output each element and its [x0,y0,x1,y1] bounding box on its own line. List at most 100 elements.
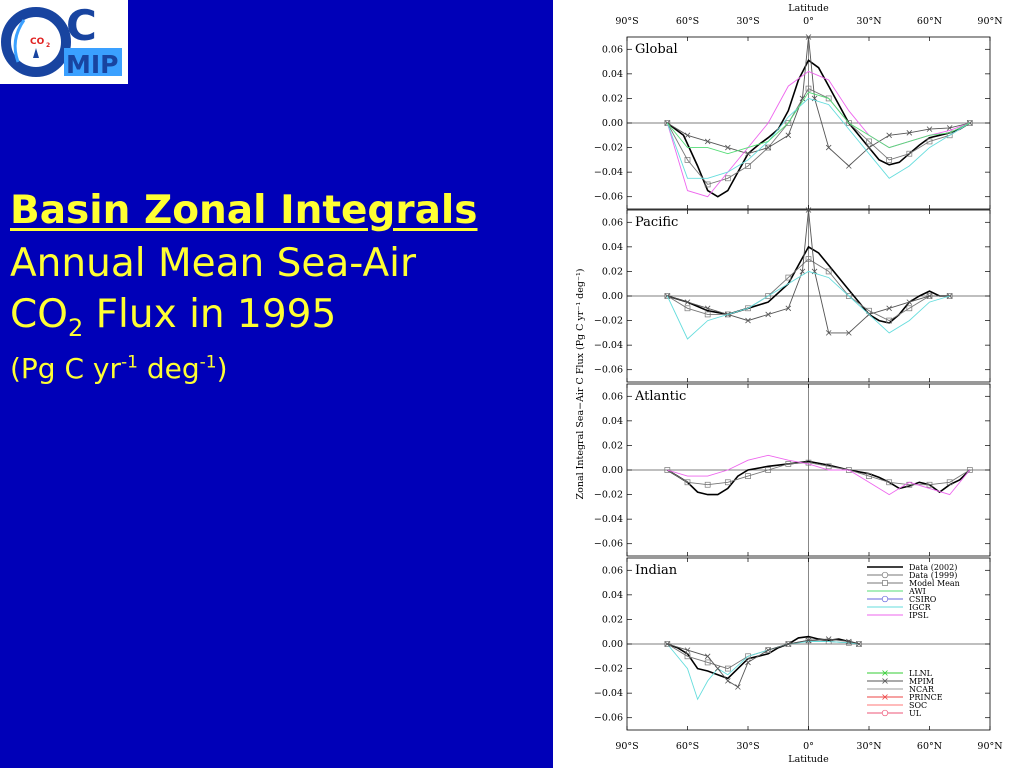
data-point [966,467,973,473]
legend-item: SOC [867,701,927,710]
y-tick-label: 0.00 [602,465,623,476]
units-open: (Pg C yr [10,351,122,385]
legend-label: MPIM [909,677,934,686]
y-tick-label: 0.04 [602,69,623,80]
y-tick-label: −0.06 [594,365,623,376]
data-point [799,95,806,102]
data-point [825,144,832,151]
panel-title: Pacific [635,215,678,230]
data-point [724,311,731,318]
data-point [805,34,812,40]
series-line-ipsl [667,454,971,496]
data-point [856,641,862,647]
data-point [946,479,953,486]
data-point [886,157,893,163]
legend-item: MPIM [867,677,934,686]
legend-label: AWI [908,587,926,596]
y-tick-label: 0.04 [602,416,623,427]
y-tick-label: −0.02 [594,316,623,327]
y-tick-label: −0.06 [594,192,623,203]
logo-co2-sub: 2 [46,42,50,49]
slide-title-block: Basin Zonal Integrals Annual Mean Sea-Ai… [10,188,478,385]
data-point [825,330,832,336]
data-point [825,95,832,102]
legend-label: PRINCE [909,693,943,702]
y-tick-label: −0.02 [594,490,623,501]
data-point [664,641,671,647]
data-point [845,293,852,299]
data-point [967,120,973,126]
y-tick-label: −0.04 [594,340,623,351]
series-line-mpim [667,36,970,167]
bottom-x-tick-label: 90°N [977,741,1002,752]
data-point [846,330,852,336]
legend-label: UL [909,709,922,718]
bottom-x-tick-label: 30°S [736,741,759,752]
top-x-tick-label: 0° [803,16,814,27]
y-tick-label: 0.02 [602,266,623,277]
logo-co2-text: CO [30,37,45,47]
series-line-model-mean [667,462,971,486]
legend-label: LLNL [909,669,933,678]
slide-heading: Basin Zonal Integrals [10,188,478,233]
legend-label: IPSL [909,611,929,620]
data-point [765,647,772,653]
panel-global: 0.06 0.04 0.02 0.00 −0.02 −0.04 −0.06 Global [594,34,991,210]
data-point [825,636,832,642]
y-tick-label: −0.04 [594,167,623,178]
data-point [765,144,771,151]
data-point [926,126,933,132]
data-point [846,163,852,169]
legend-item: AWI [867,587,926,596]
data-point [704,311,711,318]
legend-marker [882,678,888,684]
panel-title: Global [635,42,678,57]
data-point [785,132,792,139]
co2-text: CO [10,292,68,337]
data-point [684,157,691,163]
data-point [735,684,741,690]
panel-atlantic: 0.06 0.04 0.02 0.00 −0.02 −0.04 −0.06 Atlantic [594,383,991,557]
y-tick-label: −0.04 [594,688,623,699]
bottom-x-tick-label: 30°N [856,741,881,752]
data-point [886,479,893,486]
y-tick-label: 0.04 [602,242,623,253]
bottom-x-tick-label: 60°N [917,741,942,752]
data-point [714,665,721,672]
y-tick-label: 0.00 [602,291,623,302]
top-x-tick-label: 90°S [615,16,638,27]
logo-mip-text: MIP [66,50,119,79]
legend-item: LLNL [867,669,933,678]
legend-marker [882,580,888,586]
bottom-x-tick-label: 0° [803,741,814,752]
y-tick-label: 0.06 [602,565,623,576]
ocmip-logo-icon: CO 2 C MIP [1,1,122,79]
y-tick-label: 0.02 [602,93,623,104]
data-point [866,138,872,145]
data-point [906,305,913,312]
series-line-model-mean [666,88,971,185]
panel-title: Atlantic [634,389,686,404]
data-point [704,653,711,660]
data-point [745,317,751,324]
data-point [785,305,792,312]
legend-marker [882,670,888,676]
data-point [906,299,913,305]
data-point [825,463,832,470]
data-point [966,120,973,126]
legend-marker [882,694,888,700]
data-point [704,138,711,145]
data-point [684,647,691,653]
bottom-x-tick-label: 60°S [676,741,699,752]
flux-year-text: Flux in 1995 [83,292,337,337]
data-point [825,268,832,275]
data-point [805,256,812,262]
data-point [805,85,812,92]
data-point [926,481,933,488]
data-point [704,659,711,666]
data-point [704,305,711,312]
y-tick-label: 0.02 [602,614,623,625]
data-point [765,647,771,653]
data-point [724,665,731,672]
legend-label: NCAR [909,685,935,694]
